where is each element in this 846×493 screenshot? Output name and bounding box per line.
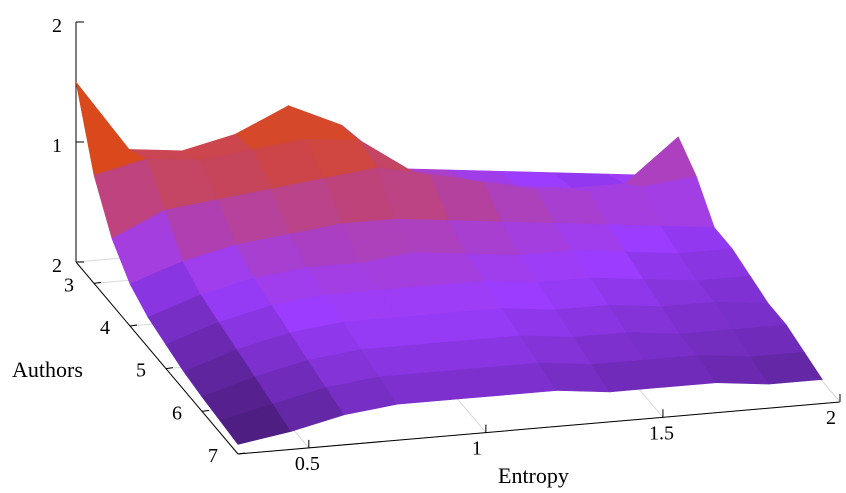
- y-axis-line: [75, 261, 239, 455]
- y-tick-mark: [129, 324, 138, 327]
- y-axis-title: Authors: [12, 357, 83, 382]
- y-tick-layer: 3 4 5 6 7: [64, 274, 246, 467]
- x-tick-label: 0.5: [295, 453, 320, 475]
- y-tick-label: 7: [208, 445, 218, 467]
- axis-layer: 2 1 2 Authors Entropy: [12, 15, 569, 488]
- y-tick-label: 6: [172, 402, 182, 424]
- x-tick-label: 2: [826, 407, 836, 429]
- z-tick-label: 1: [52, 135, 62, 157]
- y-tick-mark: [165, 367, 174, 370]
- x-tick-label: 1.5: [649, 422, 674, 444]
- y-tick-label: 3: [64, 274, 74, 296]
- z-tick-label: 2: [52, 15, 62, 37]
- surface-patch: [75, 81, 148, 176]
- x-axis-title: Entropy: [498, 463, 569, 488]
- y-tick-mark: [237, 452, 246, 455]
- y-tick-mark: [201, 409, 210, 412]
- x-tick-label: 1: [472, 438, 482, 460]
- surface-patch: [750, 351, 823, 385]
- y-tick-label: 4: [100, 317, 110, 339]
- y-tick-label: 5: [136, 360, 146, 382]
- y-tick-mark: [93, 281, 102, 284]
- z-tick-label: 2: [52, 255, 62, 277]
- surface-layer: [75, 81, 823, 445]
- x-tick-layer: 0.5 1 1.5 2: [295, 394, 841, 475]
- x-axis-line: [237, 401, 841, 455]
